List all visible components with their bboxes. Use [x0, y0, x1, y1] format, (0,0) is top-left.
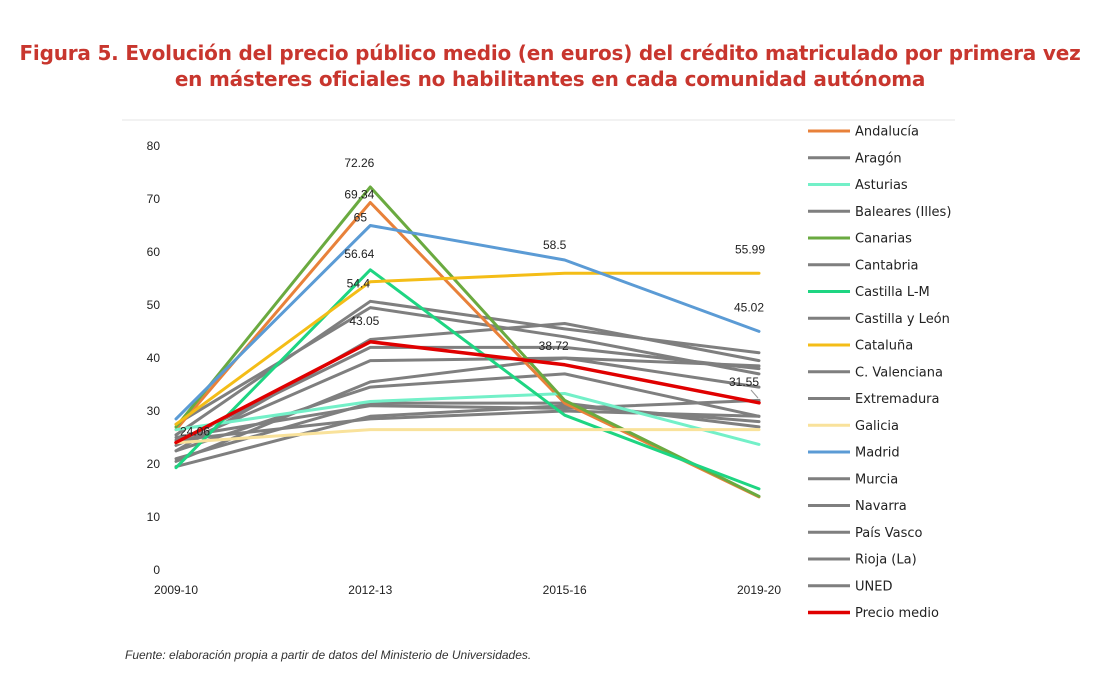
- chart-title-line-1: Figura 5. Evolución del precio público m…: [19, 41, 1081, 65]
- data-label: 38.72: [539, 339, 569, 353]
- legend-label-navarra: Navarra: [855, 499, 907, 514]
- series-line-canarias: [174, 185, 761, 498]
- legend-label-castilla-l-m: Castilla L-M: [855, 285, 930, 300]
- series-lines: [174, 185, 761, 499]
- data-label: 31.55: [729, 375, 759, 389]
- y-tick-label: 80: [147, 139, 161, 153]
- data-label: 43.05: [349, 314, 379, 328]
- legend-label-madrid: Madrid: [855, 446, 900, 461]
- series-line-precio-medio: [174, 340, 761, 445]
- data-label: 69.34: [344, 187, 374, 201]
- source-note: Fuente: elaboración propia a partir de d…: [125, 648, 532, 662]
- data-label: 56.64: [344, 247, 374, 261]
- legend-label-andalucia: Andalucía: [855, 125, 919, 140]
- x-tick-label: 2019-20: [737, 583, 781, 597]
- x-tick-label: 2009-10: [154, 583, 198, 597]
- legend-label-uned: UNED: [855, 579, 892, 594]
- series-line-uned: [174, 398, 761, 439]
- series-line-madrid: [174, 224, 761, 421]
- series-line-rioja-la: [174, 409, 761, 442]
- y-axis: 0 10 20 30 40 50 60 70 80: [147, 139, 161, 577]
- y-tick-label: 30: [147, 404, 161, 418]
- legend-label-rioja-la: Rioja (La): [855, 553, 917, 568]
- legend-label-asturias: Asturias: [855, 178, 908, 193]
- legend-label-cataluna: Cataluña: [855, 339, 913, 354]
- legend-label-precio-medio: Precio medio: [855, 606, 939, 621]
- series-line-cataluna: [174, 271, 761, 426]
- data-label: 45.02: [734, 300, 764, 314]
- y-tick-label: 40: [147, 351, 161, 365]
- data-label: 65: [354, 211, 368, 225]
- series-line-cantabria: [174, 356, 761, 447]
- y-tick-label: 60: [147, 245, 161, 259]
- legend-label-cantabria: Cantabria: [855, 258, 919, 273]
- series-line-asturias: [174, 392, 761, 446]
- chart-title-line-2: en másteres oficiales no habilitantes en…: [174, 67, 926, 91]
- y-tick-label: 10: [147, 510, 161, 524]
- legend-label-castilla-y-leon: Castilla y León: [855, 312, 950, 327]
- legend-label-galicia: Galicia: [855, 419, 899, 434]
- series-line-galicia: [174, 428, 761, 445]
- series-line-castilla-l-m: [174, 268, 761, 491]
- legend-label-pais-vasco: País Vasco: [855, 526, 923, 541]
- data-label: 72.26: [344, 156, 374, 170]
- data-label: 54.4: [347, 277, 371, 291]
- data-label: 24.06: [180, 424, 210, 438]
- y-tick-label: 0: [153, 563, 160, 577]
- legend-label-murcia: Murcia: [855, 472, 898, 487]
- series-line-navarra: [174, 345, 761, 445]
- x-tick-label: 2012-13: [348, 583, 392, 597]
- data-label-leader-line: [750, 389, 759, 399]
- legend-label-canarias: Canarias: [855, 232, 912, 247]
- x-tick-label: 2015-16: [543, 583, 587, 597]
- y-tick-label: 20: [147, 457, 161, 471]
- legend-label-extremadura: Extremadura: [855, 392, 940, 407]
- x-axis: 2009-10 2012-13 2015-16 2019-20: [154, 583, 781, 597]
- data-labels: 24.06 72.26 69.34 65 56.64 54.4 43.05 58.5 38.72…: [180, 156, 765, 438]
- data-label: 55.99: [735, 242, 765, 256]
- data-label: 58.5: [543, 238, 567, 252]
- y-tick-label: 70: [147, 192, 161, 206]
- legend-label-aragon: Aragón: [855, 151, 902, 166]
- series-line-c-valenciana: [174, 372, 761, 453]
- legend-label-baleares-illes: Baleares (Illes): [855, 205, 951, 220]
- series-line-murcia: [174, 306, 761, 426]
- legend: Andalucía Aragón Asturias Baleares (Illes) C…: [808, 125, 951, 621]
- legend-label-c-valenciana: C. Valenciana: [855, 365, 943, 380]
- y-tick-label: 50: [147, 298, 161, 312]
- chart-title: Figura 5. Evolución del precio público m…: [0, 40, 1100, 92]
